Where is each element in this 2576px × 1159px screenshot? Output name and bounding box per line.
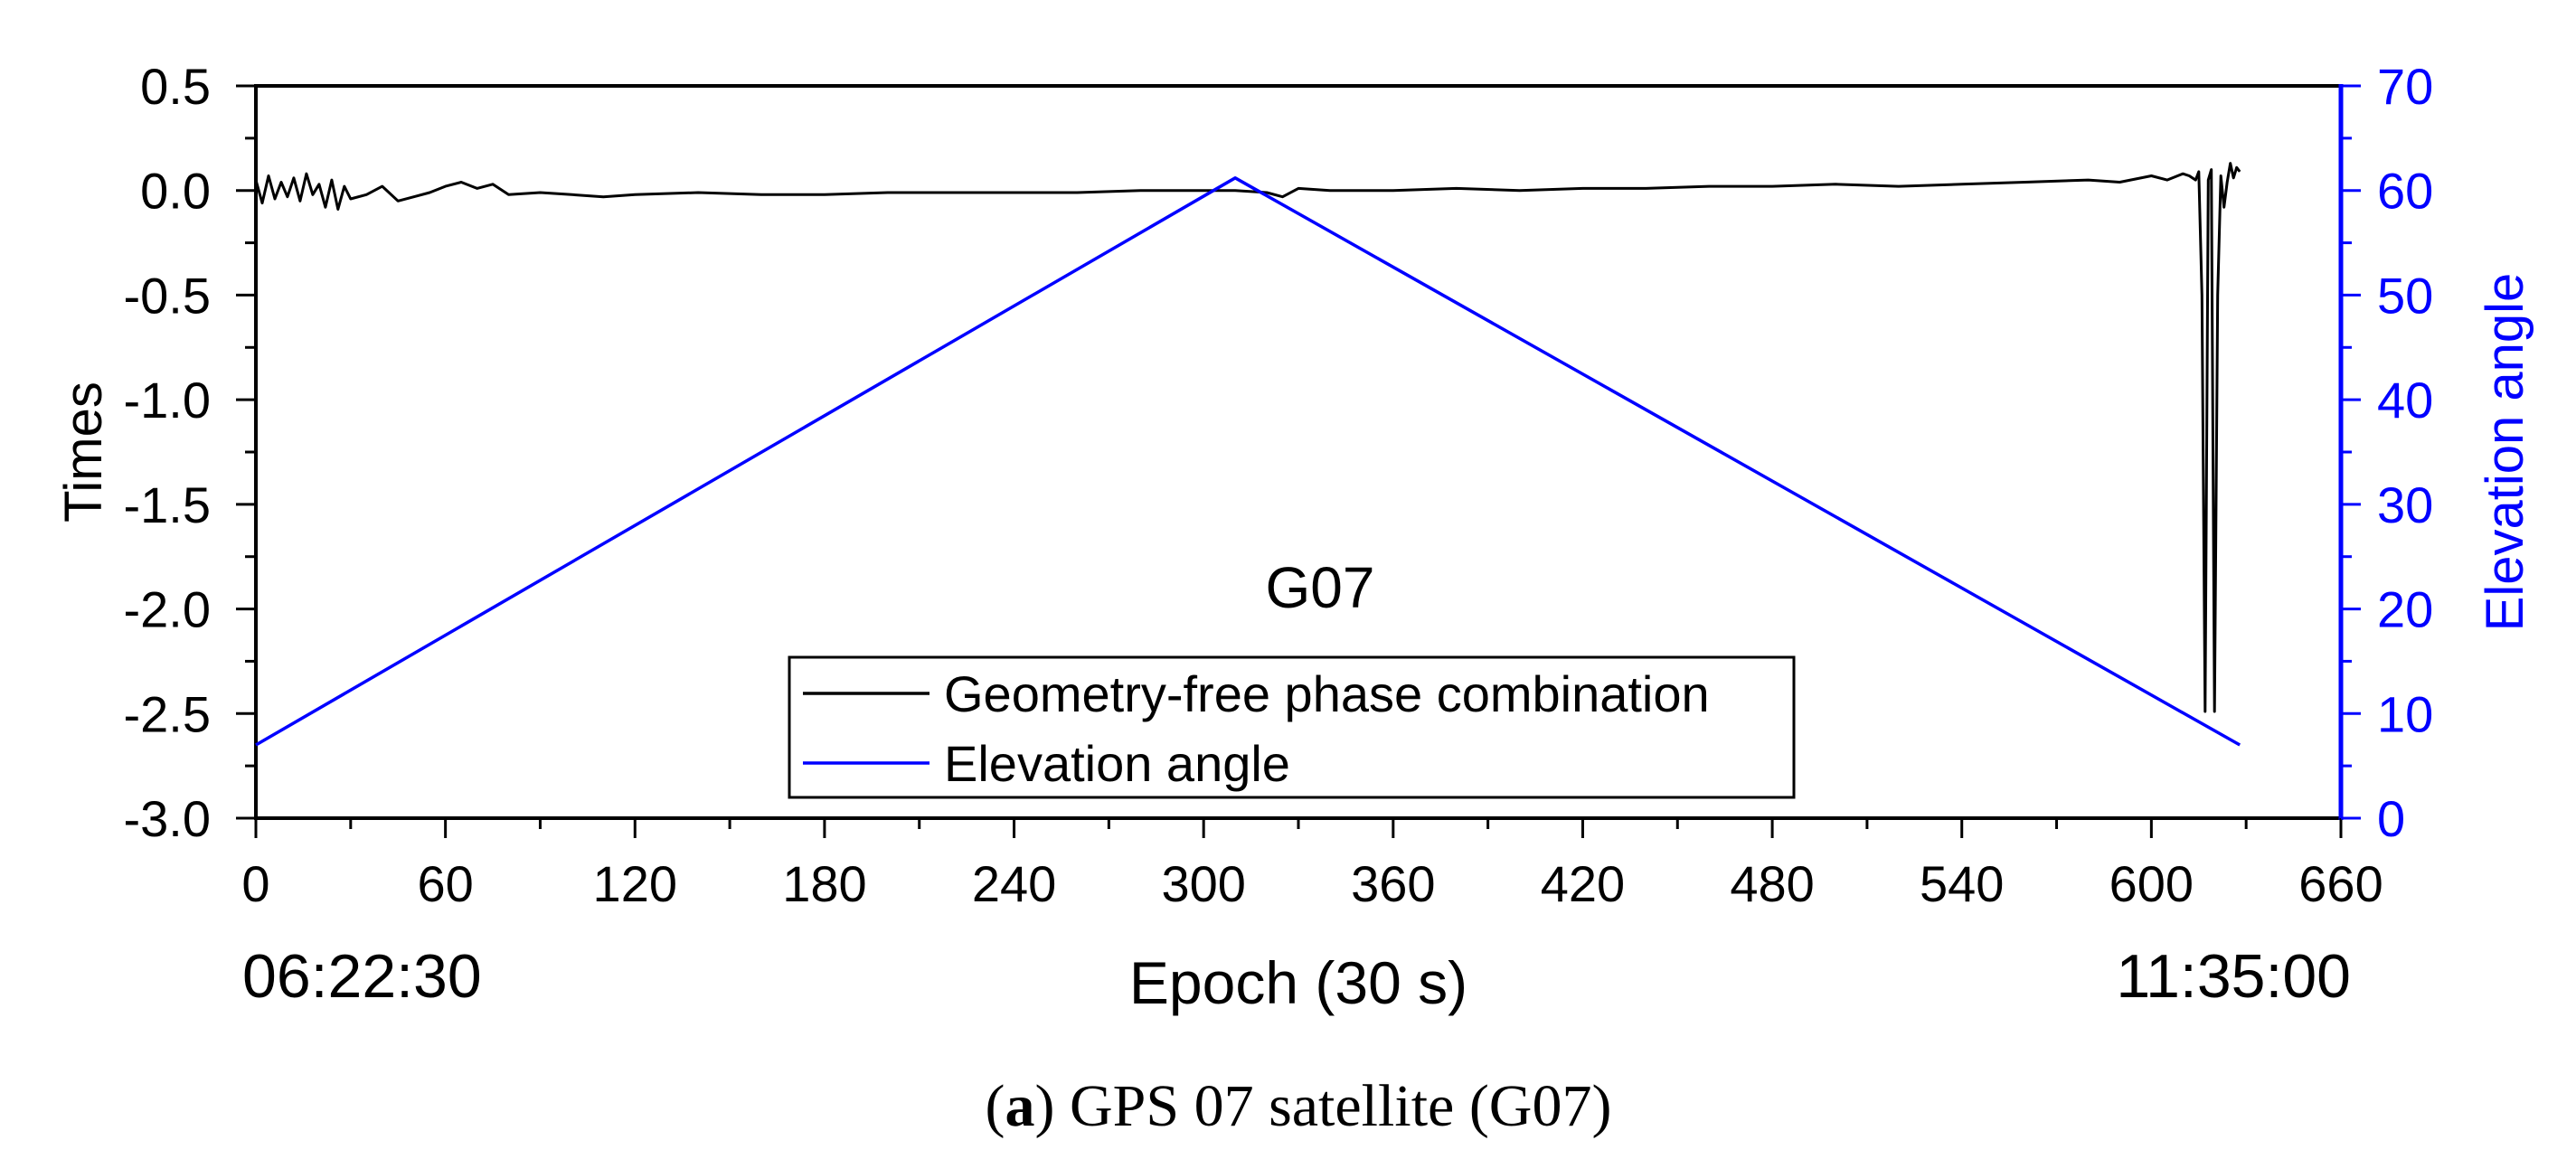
legend-label-gf: Geometry-free phase combination xyxy=(944,665,1710,722)
y-axis: 0.5 0.0 -0.5 -1.0 -1.5 -2.0 -2.5 -3.0 xyxy=(124,58,256,847)
figure-caption: (a) GPS 07 satellite (G07) xyxy=(986,1073,1612,1139)
time-end-label: 11:35:00 xyxy=(2116,942,2351,1011)
y2-axis: 70 60 50 40 30 20 10 0 xyxy=(2341,58,2433,847)
y2-axis-label: Elevation angle xyxy=(2476,273,2534,632)
x-tick-label: 480 xyxy=(1730,855,1814,912)
y2-tick-label: 50 xyxy=(2377,267,2433,324)
time-start-label: 06:22:30 xyxy=(242,942,482,1011)
y-tick-label: -2.0 xyxy=(124,581,212,638)
x-axis: 0 60 120 180 240 300 360 420 480 540 600 660 xyxy=(241,818,2383,912)
y2-tick-label: 40 xyxy=(2377,372,2433,429)
x-tick-label: 180 xyxy=(782,855,866,912)
series-layer xyxy=(254,162,2241,747)
series-line-gf xyxy=(254,162,2241,713)
caption-text: GPS 07 satellite (G07) xyxy=(1055,1073,1612,1139)
x-tick-label: 360 xyxy=(1351,855,1435,912)
y2-tick-label: 30 xyxy=(2377,476,2433,533)
y-tick-label: 0.5 xyxy=(140,58,211,115)
legend-label-elevation: Elevation angle xyxy=(944,735,1290,792)
x-tick-label: 600 xyxy=(2109,855,2194,912)
y-tick-label: -1.0 xyxy=(124,372,212,429)
y-tick-label: -0.5 xyxy=(124,267,212,324)
x-tick-label: 660 xyxy=(2298,855,2383,912)
chart-title: G07 xyxy=(1266,555,1375,620)
x-tick-label: 540 xyxy=(1920,855,2004,912)
y-tick-label: -3.0 xyxy=(124,790,212,847)
x-tick-label: 240 xyxy=(972,855,1056,912)
series-line-elevation xyxy=(255,176,2241,747)
y2-tick-label: 0 xyxy=(2377,790,2405,847)
y2-tick-label: 60 xyxy=(2377,163,2433,220)
y2-tick-label: 10 xyxy=(2377,685,2433,742)
x-tick-label: 420 xyxy=(1541,855,1625,912)
y2-tick-label: 70 xyxy=(2377,58,2433,115)
y-tick-label: -1.5 xyxy=(124,476,212,533)
y-tick-label: -2.5 xyxy=(124,685,212,742)
x-tick-label: 120 xyxy=(593,855,677,912)
y-tick-label: 0.0 xyxy=(140,163,211,220)
x-tick-label: 300 xyxy=(1161,855,1245,912)
caption-label: a xyxy=(1005,1073,1035,1139)
x-tick-label: 60 xyxy=(417,855,473,912)
y-axis-label: Times xyxy=(54,382,113,523)
x-tick-label: 0 xyxy=(241,855,269,912)
y2-tick-label: 20 xyxy=(2377,581,2433,638)
legend: Geometry-free phase combination Elevatio… xyxy=(788,655,1796,799)
legend-box xyxy=(788,655,1796,799)
x-axis-label: Epoch (30 s) xyxy=(1129,949,1467,1016)
